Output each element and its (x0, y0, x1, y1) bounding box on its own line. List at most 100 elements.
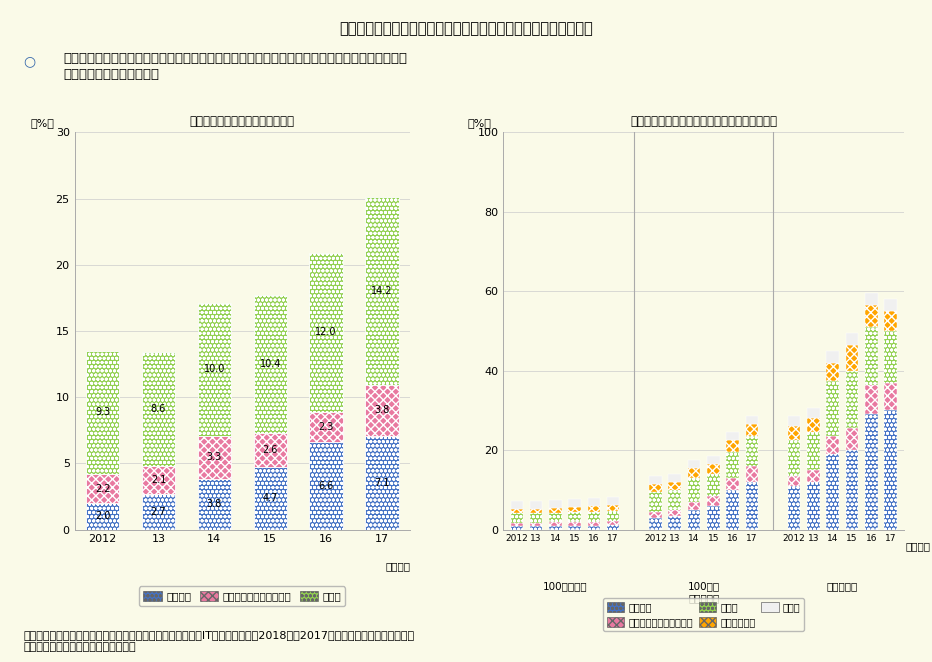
Text: 3.8: 3.8 (207, 499, 222, 510)
Bar (668, 474, 681, 482)
Bar (650, 484, 662, 492)
Bar (827, 454, 839, 530)
Bar (309, 442, 343, 530)
Bar (688, 468, 700, 478)
Bar (788, 476, 801, 486)
Title: タレントマネジメントの導入状況: タレントマネジメントの導入状況 (190, 115, 295, 128)
Text: 2.3: 2.3 (319, 422, 334, 432)
Bar (607, 497, 620, 505)
Text: 2.7: 2.7 (151, 506, 166, 517)
Bar (511, 501, 523, 509)
Bar (587, 512, 600, 522)
Text: 7.1: 7.1 (375, 477, 390, 488)
Bar (86, 351, 119, 474)
Bar (827, 381, 839, 436)
Bar (607, 511, 620, 521)
Bar (746, 424, 758, 436)
Text: （%）: （%） (467, 118, 491, 128)
Bar (865, 414, 878, 530)
Bar (142, 352, 175, 466)
Bar (865, 305, 878, 327)
Bar (569, 526, 581, 530)
Bar (587, 506, 600, 512)
Bar (788, 440, 801, 476)
Bar (746, 466, 758, 482)
Bar (845, 333, 858, 345)
Bar (529, 526, 542, 530)
Bar (511, 509, 523, 513)
Text: 9.3: 9.3 (95, 407, 110, 418)
Bar (254, 467, 287, 530)
Bar (668, 490, 681, 510)
Bar (549, 522, 562, 526)
Bar (511, 523, 523, 526)
Bar (549, 500, 562, 508)
Bar (884, 311, 897, 331)
Bar (309, 253, 343, 412)
Bar (746, 436, 758, 466)
Bar (569, 522, 581, 526)
Bar (668, 482, 681, 490)
Title: タレントマネジメントの導入状況（売上高別）: タレントマネジメントの導入状況（売上高別） (630, 115, 777, 128)
Text: 2.0: 2.0 (95, 511, 110, 522)
Bar (845, 345, 858, 371)
Text: 我が国企業におけるタレントマネジメントへの関心は高まっており、大企業ほどタレントマネジ: 我が国企業におけるタレントマネジメントへの関心は高まっており、大企業ほどタレント… (63, 52, 407, 65)
Bar (707, 496, 720, 506)
Bar (529, 508, 542, 513)
Bar (845, 450, 858, 530)
Text: 14.2: 14.2 (371, 286, 393, 297)
Bar (807, 408, 820, 418)
Bar (549, 526, 562, 530)
Text: 3.3: 3.3 (207, 452, 222, 463)
Bar (688, 510, 700, 530)
Text: メントの導入割合が高い。: メントの導入割合が高い。 (63, 68, 159, 81)
Bar (726, 478, 739, 490)
Bar (569, 499, 581, 507)
Bar (142, 466, 175, 494)
Bar (650, 518, 662, 530)
Bar (86, 503, 119, 530)
Bar (807, 470, 820, 482)
Bar (884, 383, 897, 410)
Bar (827, 351, 839, 363)
Bar (827, 363, 839, 381)
Text: 3.8: 3.8 (375, 405, 390, 416)
Bar (549, 512, 562, 522)
Bar (707, 464, 720, 474)
Bar (688, 460, 700, 468)
Text: 10.4: 10.4 (260, 359, 281, 369)
Bar (607, 525, 620, 530)
Text: （%）: （%） (31, 118, 55, 128)
Bar (707, 456, 720, 464)
Bar (807, 432, 820, 470)
Bar (365, 197, 399, 385)
Bar (688, 478, 700, 502)
Bar (650, 512, 662, 518)
Bar (865, 293, 878, 305)
Bar (254, 295, 287, 433)
Bar (746, 416, 758, 424)
Bar (788, 426, 801, 440)
Legend: 導入済み, 試験導入中・導入準備中, 検討中: 導入済み, 試験導入中・導入準備中, 検討中 (139, 587, 346, 606)
Bar (587, 526, 600, 530)
Text: ○: ○ (23, 54, 35, 68)
Text: 2.6: 2.6 (263, 445, 278, 455)
Bar (569, 507, 581, 512)
Bar (198, 303, 231, 436)
Bar (587, 522, 600, 526)
Bar (688, 502, 700, 510)
Bar (884, 299, 897, 311)
Bar (529, 523, 542, 526)
Bar (707, 474, 720, 496)
Bar (309, 412, 343, 442)
Text: 10.0: 10.0 (204, 364, 225, 375)
Bar (511, 513, 523, 523)
Bar (726, 452, 739, 478)
Bar (707, 506, 720, 530)
Text: （年度）: （年度） (906, 542, 931, 551)
Bar (549, 508, 562, 512)
Bar (607, 521, 620, 525)
Bar (529, 513, 542, 523)
Text: 資料出所　（一社）日本情報システム・ユーザー協会「企業IT動向調査報告書2018」（2017年）をもとに厚生労働省労働: 資料出所 （一社）日本情報システム・ユーザー協会「企業IT動向調査報告書2018… (23, 630, 415, 640)
Text: 6.6: 6.6 (319, 481, 334, 491)
